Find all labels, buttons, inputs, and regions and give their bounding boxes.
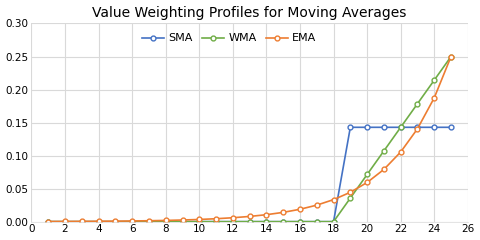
SMA (364, 126, 370, 129)
WMA (432, 79, 437, 82)
SMA (112, 220, 118, 223)
WMA (297, 220, 303, 223)
Title: Value Weighting Profiles for Moving Averages: Value Weighting Profiles for Moving Aver… (93, 6, 407, 19)
WMA (331, 220, 336, 223)
SMA (79, 220, 84, 223)
SMA (213, 220, 219, 223)
EMA (297, 208, 303, 211)
SMA (432, 126, 437, 129)
SMA (129, 220, 135, 223)
SMA (415, 126, 420, 129)
EMA (196, 218, 202, 221)
WMA (62, 220, 68, 223)
WMA (163, 220, 168, 223)
Legend: SMA, WMA, EMA: SMA, WMA, EMA (137, 29, 321, 48)
SMA (96, 220, 101, 223)
EMA (163, 219, 168, 222)
WMA (314, 220, 320, 223)
EMA (314, 204, 320, 207)
WMA (398, 126, 404, 129)
SMA (448, 126, 454, 129)
SMA (146, 220, 152, 223)
SMA (163, 220, 168, 223)
SMA (348, 126, 353, 129)
WMA (348, 197, 353, 199)
SMA (180, 220, 185, 223)
Line: EMA: EMA (46, 54, 454, 224)
EMA (213, 217, 219, 220)
WMA (112, 220, 118, 223)
SMA (331, 220, 336, 223)
EMA (364, 181, 370, 184)
EMA (79, 220, 84, 223)
EMA (129, 220, 135, 222)
EMA (415, 127, 420, 130)
EMA (146, 219, 152, 222)
EMA (247, 215, 252, 218)
EMA (280, 211, 286, 214)
SMA (196, 220, 202, 223)
WMA (196, 220, 202, 223)
EMA (348, 191, 353, 194)
SMA (62, 220, 68, 223)
EMA (331, 198, 336, 201)
WMA (96, 220, 101, 223)
WMA (247, 220, 252, 223)
SMA (280, 220, 286, 223)
SMA (297, 220, 303, 223)
EMA (432, 96, 437, 99)
Line: WMA: WMA (46, 54, 454, 224)
SMA (247, 220, 252, 223)
EMA (62, 220, 68, 223)
WMA (415, 102, 420, 105)
EMA (180, 219, 185, 222)
WMA (213, 220, 219, 223)
EMA (264, 213, 269, 216)
SMA (46, 220, 51, 223)
WMA (79, 220, 84, 223)
EMA (398, 150, 404, 153)
EMA (112, 220, 118, 222)
SMA (398, 126, 404, 129)
WMA (180, 220, 185, 223)
EMA (230, 216, 236, 219)
Line: SMA: SMA (46, 125, 454, 224)
WMA (230, 220, 236, 223)
WMA (46, 220, 51, 223)
WMA (129, 220, 135, 223)
EMA (381, 168, 387, 171)
SMA (381, 126, 387, 129)
EMA (96, 220, 101, 223)
EMA (46, 220, 51, 223)
WMA (280, 220, 286, 223)
WMA (364, 173, 370, 176)
WMA (264, 220, 269, 223)
SMA (314, 220, 320, 223)
WMA (146, 220, 152, 223)
EMA (448, 55, 454, 58)
SMA (264, 220, 269, 223)
SMA (230, 220, 236, 223)
WMA (448, 55, 454, 58)
WMA (381, 150, 387, 152)
